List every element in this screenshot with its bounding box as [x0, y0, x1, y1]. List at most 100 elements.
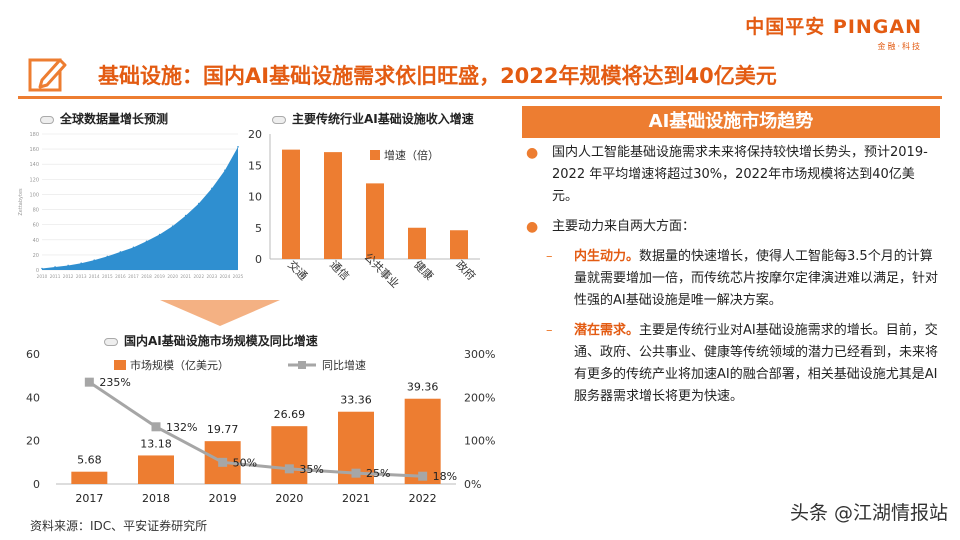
legend-label-line: 同比增速: [322, 358, 366, 372]
trend-text: ● 国内人工智能基础设施需求未来将保持较快增长势头，预计2019-2022 年平均…: [522, 142, 940, 416]
y-tick-label: 160: [29, 147, 39, 153]
bullet-dot-icon: ●: [526, 145, 539, 161]
y-tick-label: 20: [33, 253, 39, 259]
area-point: [132, 246, 135, 249]
x-tick-label: 2013: [76, 274, 87, 279]
x-tick-label: 2019: [209, 492, 237, 505]
pill-icon: [272, 115, 286, 124]
x-tick-label: 2019: [154, 274, 165, 279]
x-tick-label: 2020: [275, 492, 303, 505]
y-tick-label: 60: [26, 348, 40, 361]
y-tick-label: 15: [248, 159, 262, 172]
down-arrow-icon: [160, 300, 280, 326]
growth-data-label: 25%: [366, 467, 390, 480]
area-chart: 0 20 40 60 80 100 120 140 160 180 2010 2011 2012 2013…: [18, 132, 244, 279]
legend-label-bar: 市场规模（亿美元）: [130, 358, 229, 372]
pill-icon: [40, 115, 54, 124]
bullet-2-text: 主要动力来自两大方面：: [552, 219, 696, 234]
y-tick-label: 20: [248, 128, 262, 141]
area-point: [184, 214, 187, 217]
y-tick-label: 10: [248, 191, 262, 204]
sub-2-text: 主要是传统行业对AI基础设施需求的增长。目前，交通、政府、公共事业、健康等传统领…: [574, 323, 939, 404]
y-tick-label: 140: [29, 162, 39, 168]
chart3-title: 国内AI基础设施市场规模及同比增速: [124, 334, 318, 348]
bullet-1-text: 国内人工智能基础设施需求未来将保持较快增长势头，预计2019-2022 年平均增…: [552, 145, 928, 204]
area-series: [42, 146, 238, 270]
x-tick-label: 2022: [409, 492, 437, 505]
x-tick-label: 2020: [167, 274, 178, 279]
chart2-title-wrap: 主要传统行业AI基础设施收入增速: [272, 110, 474, 127]
edit-pencil-icon: [28, 58, 67, 92]
bar-data-label: 33.36: [340, 394, 372, 407]
legend-swatch-marker: [298, 361, 306, 369]
growth-point: [218, 457, 228, 467]
watermark: 头条 @江湖情报站: [789, 502, 948, 524]
x-tick-label: 2025: [233, 274, 244, 279]
growth-data-label: 18%: [433, 470, 457, 483]
title-rule: [18, 96, 942, 99]
x-tick-label: 2015: [102, 274, 113, 279]
area-point: [54, 266, 56, 268]
area-point: [93, 259, 96, 261]
dash-icon: –: [546, 323, 553, 338]
pill-icon: [104, 337, 118, 346]
y-tick-label: 120: [29, 177, 39, 183]
area-point: [41, 267, 43, 270]
y2-tick-label: 0%: [464, 478, 481, 491]
y-tick-label: 0: [255, 253, 262, 266]
bullet-dot-icon: ●: [526, 219, 539, 235]
x-tick-label: 2018: [142, 492, 170, 505]
sub-bullet-1: – 内生动力。数据量的快速增长，使得人工智能每3.5个月的计算量就需要增加一倍，而…: [522, 246, 940, 312]
growth-data-label: 35%: [299, 463, 323, 476]
bullet-2: ● 主要动力来自两大方面：: [522, 216, 940, 238]
area-point: [198, 202, 200, 205]
y-tick-label: 0: [36, 268, 39, 274]
logo-main-text: 中国平安 PINGAN: [745, 16, 922, 38]
growth-point: [284, 464, 294, 474]
x-tick-label: 2021: [342, 492, 370, 505]
growth-point: [418, 471, 428, 481]
x-tick-label: 健康: [411, 257, 436, 282]
x-tick-label: 2018: [141, 274, 152, 279]
x-tick-label: 2012: [63, 274, 74, 279]
area-point: [80, 262, 82, 264]
bar: [71, 471, 108, 484]
bar-data-label: 26.69: [274, 408, 306, 421]
legend-swatch: [370, 150, 380, 160]
pingan-logo: 中国平安 PINGAN 金融·科技: [745, 12, 922, 60]
x-tick-label: 通信: [327, 258, 352, 283]
y-axis-label: Zettabytes: [18, 188, 24, 216]
bar-data-label: 19.77: [207, 423, 239, 436]
logo-sub-text: 金融·科技: [877, 42, 922, 51]
growth-data-label: 50%: [233, 456, 257, 469]
bar-data-label: 5.68: [77, 454, 102, 467]
title-bar: 基础设施：国内AI基础设施需求依旧旺盛，2022年规模将达到40亿美元: [18, 52, 942, 99]
area-point: [67, 264, 69, 267]
y2-tick-label: 300%: [464, 348, 495, 361]
sub-1-text: 数据量的快速增长，使得人工智能每3.5个月的计算量就需要增加一倍，而传统芯片按摩…: [574, 249, 939, 308]
chart1-title: 全球数据量增长预测: [60, 112, 169, 126]
x-tick-label: 政府: [453, 257, 478, 282]
page-title: 基础设施：国内AI基础设施需求依旧旺盛，2022年规模将达到40亿美元: [98, 64, 777, 88]
growth-point: [84, 377, 94, 387]
y-tick-label: 40: [26, 391, 40, 404]
trend-header: AI基础设施市场趋势: [522, 106, 940, 138]
y2-tick-label: 200%: [464, 391, 495, 404]
chart3-title-wrap: 国内AI基础设施市场规模及同比增速: [104, 332, 318, 349]
bar: [404, 398, 441, 484]
growth-line: [88, 380, 423, 478]
x-tick-label: 2023: [207, 274, 218, 279]
area-point: [106, 255, 109, 258]
x-tick-label: 2011: [50, 274, 61, 279]
bar-data-label: 39.36: [407, 381, 439, 394]
bar: [324, 152, 342, 259]
bar: [450, 230, 468, 259]
area-point: [119, 251, 122, 253]
y-tick-label: 60: [33, 223, 39, 229]
x-tick-label: 2014: [89, 274, 100, 279]
x-tick-label: 2024: [220, 274, 231, 279]
source-note: 资料来源：IDC、平安证券研究所: [30, 519, 208, 533]
x-tick-label: 2022: [193, 274, 204, 279]
y-tick-label: 40: [33, 238, 39, 244]
